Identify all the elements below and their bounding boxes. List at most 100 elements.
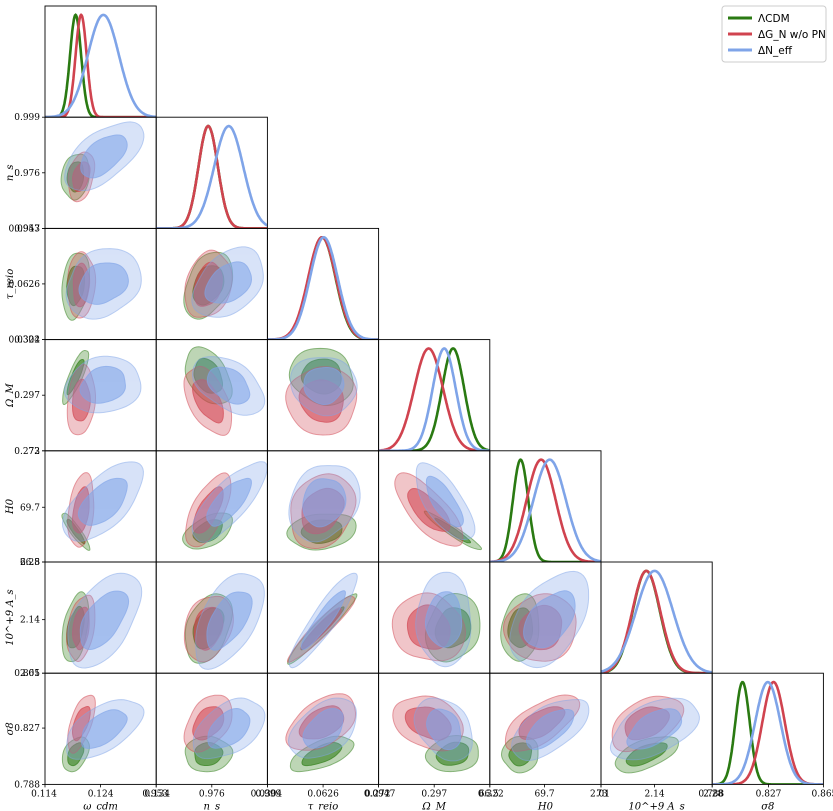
panel-content	[61, 694, 145, 773]
panel-content	[285, 347, 358, 436]
ytick-label: 69.7	[20, 503, 40, 513]
xtick-label: 2.28	[703, 789, 723, 799]
contour-2-68	[81, 709, 128, 749]
panel-content	[61, 572, 143, 669]
contour-2-68	[626, 708, 683, 750]
panel-omega_cdm-Omega_M: 0.272 0.297 0.322 Ω_M	[5, 336, 157, 457]
xlabel-omega_cdm: ω_cdm	[83, 801, 118, 811]
ytick-label: 0.999	[14, 113, 40, 123]
panel-content	[182, 461, 268, 550]
contour-2-68	[206, 591, 253, 651]
panel-tau_reio-tau_reio	[266, 227, 380, 341]
xtick-label: 0.297	[421, 789, 447, 799]
panel-content	[286, 572, 358, 669]
panel-content	[601, 569, 713, 674]
panel-n_s-n_s	[155, 116, 268, 229]
marginal-curve-1	[45, 13, 157, 118]
panel-omega_cdm-tau_reio: 0.0304 0.0626 0.0947 τ_reio	[5, 224, 157, 346]
ytick-label: 2.28	[20, 558, 40, 568]
panel-Omega_M-Omega_M	[378, 339, 491, 452]
panel-omega_cdm-sigma8: 0.788 0.827 0.865 σ8 0.114 0.124 0.134 ω_cdm	[5, 669, 170, 811]
panel-As-sigma8: 2.01 2.14 2.28 10^+9 A_s	[590, 672, 723, 811]
panel-content	[183, 246, 264, 320]
xtick-label: 0.953	[142, 789, 168, 799]
contour-2-68	[204, 261, 253, 304]
panel-omega_cdm-n_s: 0.953 0.976 0.999 n_s	[5, 113, 157, 234]
ylabel-Omega_M: Ω_M	[5, 383, 16, 408]
panel-H0-As	[489, 561, 602, 674]
panel-n_s-tau_reio	[155, 227, 268, 341]
contour-2-68	[300, 590, 346, 651]
xtick-label: 2.14	[645, 789, 665, 799]
panel-omega_cdm-H0: 66.5 69.7 73 H0	[5, 447, 157, 568]
marginal-curve-1	[267, 236, 379, 340]
contour-2-68	[302, 478, 347, 528]
ytick-label: 0.953	[14, 224, 40, 234]
panel-frame	[266, 227, 380, 341]
ylabel-As: 10^+9 A_s	[5, 589, 16, 645]
panel-content	[183, 346, 266, 436]
legend-label-1: ΔG_N w/o PN	[758, 29, 826, 41]
ytick-label: 0.272	[14, 447, 40, 457]
ylabel-H0: H0	[5, 498, 16, 515]
marginal-curve-2	[601, 569, 713, 674]
panel-Omega_M-H0	[378, 450, 491, 563]
panel-As-As	[600, 561, 713, 674]
panel-content	[394, 462, 482, 551]
xlabel-n_s: n_s	[204, 801, 221, 811]
marginal-curve-2	[45, 13, 157, 118]
panel-frame	[711, 672, 824, 785]
panel-content	[183, 694, 266, 773]
xtick-label: 0.134	[144, 789, 170, 799]
marginal-curve-0	[45, 13, 157, 118]
panel-content	[392, 695, 479, 773]
marginal-curve-2	[156, 124, 268, 229]
xlabel-As: 10^+9 A_s	[628, 801, 684, 811]
xtick-label: 66.5	[479, 789, 499, 799]
panel-content	[60, 121, 145, 203]
xlabel-Omega_M: Ω_M	[421, 801, 446, 811]
panel-frame	[600, 561, 713, 674]
ytick-label: 2.01	[20, 669, 40, 679]
panel-omega_cdm-As: 2.01 2.14 2.28 10^+9 A_s	[5, 558, 157, 679]
contour-2-68	[79, 365, 126, 404]
xtick-label: 0.114	[31, 789, 57, 799]
xtick-label: 0.788	[698, 789, 724, 799]
panel-content	[45, 13, 157, 118]
xtick-label: 2.01	[590, 789, 610, 799]
xtick-label: 69.7	[535, 789, 555, 799]
contour-2-68	[79, 590, 130, 651]
legend-label-0: ΛCDM	[758, 13, 790, 25]
ytick-label: 0.0626	[9, 280, 41, 290]
ytick-label: 0.0947	[9, 224, 41, 234]
ytick-label: 0.0304	[9, 336, 41, 346]
panel-content	[391, 571, 481, 668]
ytick-label: 0.788	[14, 780, 40, 790]
panel-sigma8-sigma8: 0.788 0.827 0.865 σ8	[698, 672, 833, 811]
marginal-curve-0	[267, 236, 379, 340]
panel-content	[267, 236, 379, 340]
panel-content	[489, 458, 601, 562]
panel-omega_cdm-omega_cdm	[44, 5, 157, 118]
marginal-curve-2	[712, 680, 824, 785]
xtick-label: 0.976	[199, 789, 225, 799]
panel-content	[156, 124, 268, 229]
ytick-label: 0.976	[14, 169, 40, 179]
xtick-label: 0.322	[478, 789, 504, 799]
ytick-label: 73	[29, 447, 41, 457]
panel-tau_reio-As	[266, 561, 380, 674]
xlabel-tau_reio: τ_reio	[308, 801, 338, 811]
xtick-label: 0.0947	[364, 789, 396, 799]
marginal-curve-2	[267, 236, 379, 340]
ytick-label: 0.827	[14, 724, 40, 734]
contour-0-68	[66, 359, 85, 396]
marginal-curve-2	[378, 347, 490, 451]
ytick-label: 0.865	[14, 669, 40, 679]
xtick-label: 0.124	[88, 789, 114, 799]
contour-2-68	[206, 366, 251, 405]
ylabel-sigma8: σ8	[5, 722, 16, 735]
contour-2-68	[80, 134, 128, 179]
ytick-label: 66.5	[20, 558, 40, 568]
panel-H0-H0	[489, 450, 602, 563]
